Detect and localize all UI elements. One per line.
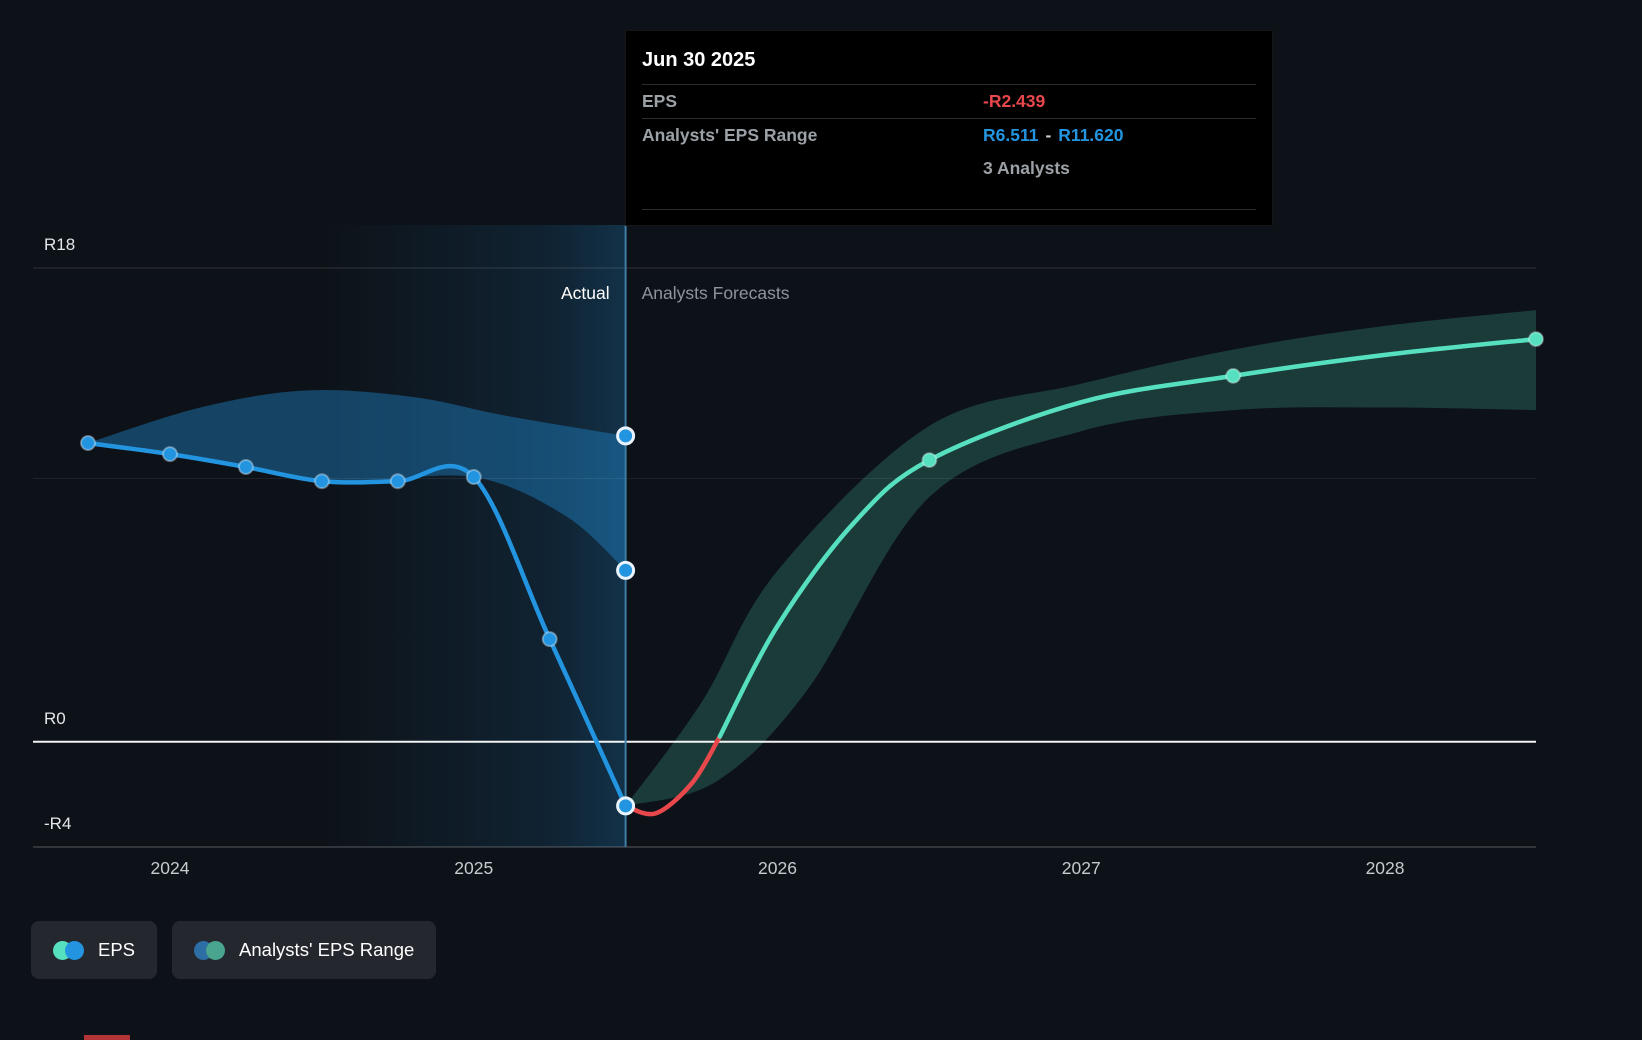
tooltip-range-low: R6.511 bbox=[983, 125, 1039, 145]
highlight-region bbox=[321, 225, 626, 847]
data-point-marker[interactable] bbox=[313, 473, 330, 490]
data-point-marker[interactable] bbox=[237, 459, 254, 475]
data-point-marker[interactable] bbox=[616, 796, 636, 816]
data-point-marker[interactable] bbox=[541, 631, 558, 648]
tooltip-separator bbox=[642, 118, 1256, 119]
tooltip-range-high: R11.620 bbox=[1058, 125, 1124, 145]
chart-legend: EPS Analysts' EPS Range bbox=[31, 921, 437, 979]
tooltip-analysts-count: 3 Analysts bbox=[983, 158, 1070, 178]
data-point-marker[interactable] bbox=[1528, 331, 1544, 348]
eps-forecast-line bbox=[717, 336, 1539, 739]
tooltip-range-row: Analysts' EPS Range R6.511- R11.620 bbox=[642, 119, 1256, 152]
y-axis-label-R0: R0 bbox=[44, 708, 66, 728]
tooltip-separator bbox=[642, 84, 1256, 85]
x-axis-label-2026: 2026 bbox=[758, 858, 797, 878]
data-point-marker[interactable] bbox=[921, 452, 938, 469]
legend-eps-dots bbox=[53, 940, 84, 960]
tooltip-eps-row: EPS -R2.439 bbox=[642, 85, 1256, 118]
recent-period-highlight bbox=[321, 225, 626, 847]
data-point-marker[interactable] bbox=[162, 446, 178, 463]
data-point-marker[interactable] bbox=[389, 473, 406, 490]
eps-negative-line bbox=[623, 734, 723, 817]
legend-item-eps[interactable]: EPS bbox=[31, 921, 158, 979]
x-axis-label-2024: 2024 bbox=[150, 858, 190, 878]
legend-range-label: Analysts' EPS Range bbox=[239, 939, 415, 960]
y-axis-label--R4: -R4 bbox=[44, 814, 72, 833]
legend-eps-label: EPS bbox=[98, 939, 136, 960]
tooltip-range-label: Analysts' EPS Range bbox=[642, 125, 818, 145]
data-point-marker[interactable] bbox=[80, 435, 96, 451]
phase-label-actual: Actual bbox=[561, 283, 610, 303]
data-point-marker[interactable] bbox=[616, 426, 636, 446]
data-point-marker[interactable] bbox=[1225, 367, 1242, 384]
tooltip: Jun 30 2025 EPS -R2.439 Analysts' EPS Ra… bbox=[625, 30, 1273, 226]
tooltip-bottom-separator bbox=[642, 209, 1256, 210]
x-axis-label-2028: 2028 bbox=[1365, 858, 1405, 878]
data-point-markers bbox=[80, 331, 1544, 816]
x-axis-label-2027: 2027 bbox=[1061, 858, 1101, 878]
legend-range-dots bbox=[194, 940, 226, 960]
x-axis-label-2025: 2025 bbox=[454, 858, 494, 878]
data-point-marker[interactable] bbox=[616, 560, 636, 580]
tooltip-eps-value: -R2.439 bbox=[983, 91, 1046, 111]
bottom-red-strip bbox=[84, 1035, 130, 1040]
forecast-range-band bbox=[625, 310, 1536, 806]
data-point-marker[interactable] bbox=[465, 469, 482, 485]
legend-dot bbox=[65, 940, 84, 960]
legend-item-analysts-eps-range[interactable]: Analysts' EPS Range bbox=[172, 921, 437, 979]
tooltip-eps-label: EPS bbox=[642, 91, 678, 111]
y-axis-label-R18: R18 bbox=[44, 235, 76, 254]
tooltip-range-separator: - bbox=[1045, 125, 1052, 145]
gridlines bbox=[33, 267, 1536, 848]
tooltip-analysts-row: 3 Analysts bbox=[642, 152, 1256, 185]
legend-dot bbox=[206, 940, 226, 960]
tooltip-date: Jun 30 2025 bbox=[642, 49, 756, 71]
phase-label-forecast: Analysts Forecasts bbox=[641, 283, 790, 303]
range-bands bbox=[88, 310, 1536, 806]
